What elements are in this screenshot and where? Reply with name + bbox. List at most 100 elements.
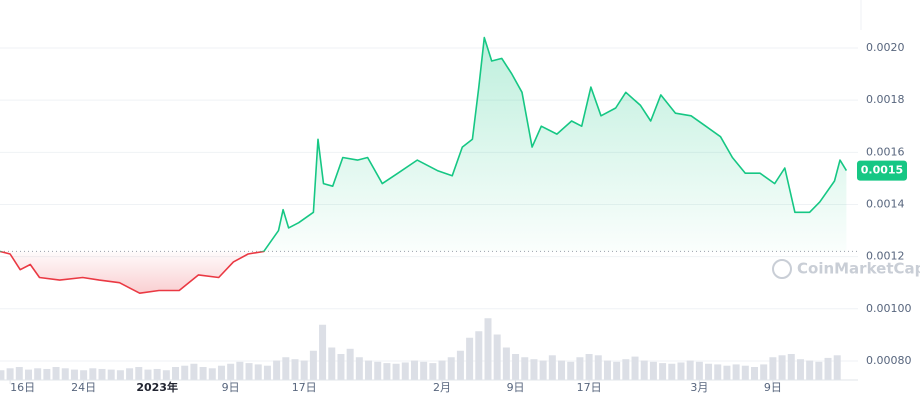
volume-bar bbox=[236, 361, 244, 380]
volume-bar bbox=[484, 318, 492, 380]
x-tick-label: 3月 bbox=[690, 381, 708, 394]
x-tick-label: 9日 bbox=[764, 381, 782, 394]
volume-bar bbox=[438, 360, 446, 380]
volume-bar bbox=[6, 368, 14, 380]
volume-bar bbox=[622, 359, 630, 380]
volume-bar bbox=[539, 360, 547, 380]
volume-bar bbox=[162, 370, 170, 380]
x-tick-label: 9日 bbox=[222, 381, 240, 394]
volume-bar bbox=[796, 359, 804, 380]
watermark: CoinMarketCap bbox=[772, 259, 920, 279]
volume-bar bbox=[475, 331, 483, 380]
volume-bar bbox=[594, 355, 602, 380]
volume-bar bbox=[530, 359, 538, 380]
y-tick-label: 0.0014 bbox=[866, 197, 905, 210]
x-tick-label: 9日 bbox=[507, 381, 525, 394]
volume-bar bbox=[815, 361, 823, 380]
volume-bar bbox=[558, 360, 566, 380]
volume-bar bbox=[806, 360, 814, 380]
volume-bar bbox=[677, 362, 685, 380]
volume-bar bbox=[116, 370, 124, 380]
volume-bar bbox=[15, 367, 23, 380]
price-line bbox=[0, 36, 848, 294]
volume-bar bbox=[126, 368, 134, 380]
volume-bar bbox=[732, 364, 740, 380]
volume-bar bbox=[760, 364, 768, 380]
y-tick-label: 0.0018 bbox=[866, 93, 905, 106]
y-tick-label: 0.0020 bbox=[866, 41, 905, 54]
volume-bar bbox=[43, 368, 51, 380]
volume-bar bbox=[217, 365, 225, 380]
volume-bar bbox=[640, 360, 648, 380]
volume-bar bbox=[144, 369, 152, 380]
volume-bar bbox=[319, 324, 327, 380]
volume-bar bbox=[34, 368, 42, 380]
y-tick-label: 0.0016 bbox=[866, 145, 905, 158]
volume-bar bbox=[24, 369, 32, 380]
volume-bar bbox=[309, 350, 317, 380]
volume-bar bbox=[52, 367, 60, 380]
volume-bar bbox=[686, 360, 694, 380]
volume-bar bbox=[420, 361, 428, 380]
current-price-tag bbox=[857, 160, 907, 181]
volume-bar bbox=[254, 364, 262, 380]
volume-bar bbox=[70, 369, 78, 380]
volume-bar bbox=[282, 357, 290, 380]
volume-bar bbox=[263, 365, 271, 380]
volume-bar bbox=[410, 360, 418, 380]
volume-bar bbox=[300, 360, 308, 380]
volume-bar bbox=[190, 363, 198, 380]
volume-bar bbox=[833, 355, 841, 380]
volume-bar bbox=[383, 363, 391, 380]
volume-bar bbox=[668, 363, 676, 380]
volume-bar bbox=[576, 357, 584, 380]
x-tick-label: 24日 bbox=[71, 381, 96, 394]
volume-bar bbox=[769, 357, 777, 380]
volume-bar bbox=[631, 356, 639, 380]
volume-bar bbox=[548, 355, 556, 380]
x-tick-label: 2023年 bbox=[136, 380, 178, 394]
volume-bar bbox=[346, 348, 354, 380]
volume-bar bbox=[245, 363, 253, 380]
volume-bar bbox=[291, 359, 299, 380]
volume-bar bbox=[456, 350, 464, 380]
volume-bar bbox=[181, 365, 189, 380]
volume-bar bbox=[172, 367, 180, 380]
volume-bar bbox=[695, 361, 703, 380]
volume-bar bbox=[61, 368, 69, 380]
volume-bar bbox=[567, 361, 575, 380]
volume-bar bbox=[401, 362, 409, 380]
y-tick-label: 0.0012 bbox=[866, 250, 905, 263]
x-tick-label: 17日 bbox=[577, 381, 602, 394]
volume-bar bbox=[787, 354, 795, 380]
volume-bar bbox=[337, 354, 345, 380]
volume-bar bbox=[521, 357, 529, 380]
volume-bar bbox=[751, 367, 759, 380]
volume-bar bbox=[107, 369, 115, 380]
volume-bar bbox=[208, 368, 216, 380]
volume-bar bbox=[649, 361, 657, 380]
volume-bar bbox=[153, 368, 161, 380]
volume-bar bbox=[429, 363, 437, 380]
watermark-text: CoinMarketCap bbox=[797, 260, 920, 278]
volume-bar bbox=[603, 360, 611, 380]
volume-bar bbox=[199, 367, 207, 380]
x-tick-label: 2月 bbox=[433, 381, 451, 394]
current-price-label: 0.0015 bbox=[861, 164, 903, 177]
volume-bar bbox=[89, 368, 97, 380]
volume-bar bbox=[493, 334, 501, 380]
volume-bar bbox=[585, 354, 593, 380]
volume-bar bbox=[447, 357, 455, 380]
volume-bar bbox=[778, 355, 786, 380]
volume-bar bbox=[328, 347, 336, 380]
x-tick-label: 16日 bbox=[10, 381, 35, 394]
volume-bar bbox=[705, 363, 713, 380]
volume-bar bbox=[98, 368, 106, 380]
y-tick-label: 0.00100 bbox=[866, 302, 912, 315]
volume-bar bbox=[741, 365, 749, 380]
volume-bar bbox=[824, 357, 832, 380]
volume-bar bbox=[227, 363, 235, 380]
y-tick-label: 0.00080 bbox=[866, 354, 912, 367]
volume-bar bbox=[0, 370, 5, 380]
volume-bar bbox=[365, 360, 373, 380]
